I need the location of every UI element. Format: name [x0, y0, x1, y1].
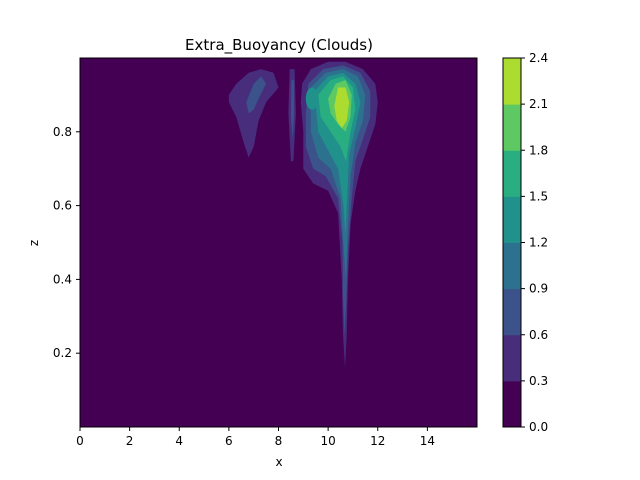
x-tick-label: 14: [420, 434, 435, 448]
chart-title: Extra_Buoyancy (Clouds): [185, 36, 373, 55]
x-tick-label: 10: [320, 434, 335, 448]
y-tick-label: 0.4: [53, 272, 72, 286]
colorbar-swatch: [503, 380, 521, 428]
colorbar-tick-label: 0.0: [529, 420, 548, 434]
colorbar-swatch: [503, 104, 521, 151]
x-tick-label: 2: [126, 434, 134, 448]
colorbar-tick-label: 1.2: [529, 236, 548, 250]
colorbar-tick-label: 0.9: [529, 282, 548, 296]
colorbar-swatch: [503, 242, 521, 290]
contour-left-lobe-l1: [228, 69, 279, 158]
colorbar-swatch: [503, 288, 521, 336]
colorbar-swatch: [503, 196, 521, 243]
contour-plume-spot: [305, 87, 319, 110]
x-tick-label: 4: [175, 434, 183, 448]
x-tick-label: 0: [76, 434, 84, 448]
x-axis: 0 2 4 6 8 10 12 14: [76, 427, 435, 448]
colorbar-tick-label: 2.1: [529, 97, 548, 111]
colorbar-tick-label: 0.3: [529, 374, 548, 388]
colorbar-tick-label: 2.4: [529, 51, 548, 65]
plot-area: [80, 58, 477, 427]
colorbar-tick-label: 1.5: [529, 189, 548, 203]
x-tick-label: 12: [370, 434, 385, 448]
colorbar-swatch: [503, 334, 521, 382]
colorbar-tick-label: 0.6: [529, 328, 548, 342]
colorbar-swatch: [503, 150, 521, 197]
colorbar-swatch: [503, 58, 521, 105]
y-tick-label: 0.6: [53, 199, 72, 213]
colorbar: 0.0 0.3 0.6 0.9 1.2 1.5 1.8 2.1 2.4: [502, 51, 548, 434]
contour-band-l2: [290, 80, 295, 140]
x-axis-label: x: [275, 455, 282, 469]
y-axis-label: z: [27, 240, 41, 246]
y-axis: 0.2 0.4 0.6 0.8: [53, 125, 80, 360]
contour-plume-l7: [334, 87, 350, 129]
y-tick-label: 0.8: [53, 125, 72, 139]
x-tick-label: 8: [275, 434, 283, 448]
colorbar-tick-label: 1.8: [529, 143, 548, 157]
contour-left-lobe-l2: [246, 76, 267, 114]
contour-fills: [228, 61, 378, 368]
x-tick-label: 6: [225, 434, 233, 448]
y-tick-label: 0.2: [53, 346, 72, 360]
